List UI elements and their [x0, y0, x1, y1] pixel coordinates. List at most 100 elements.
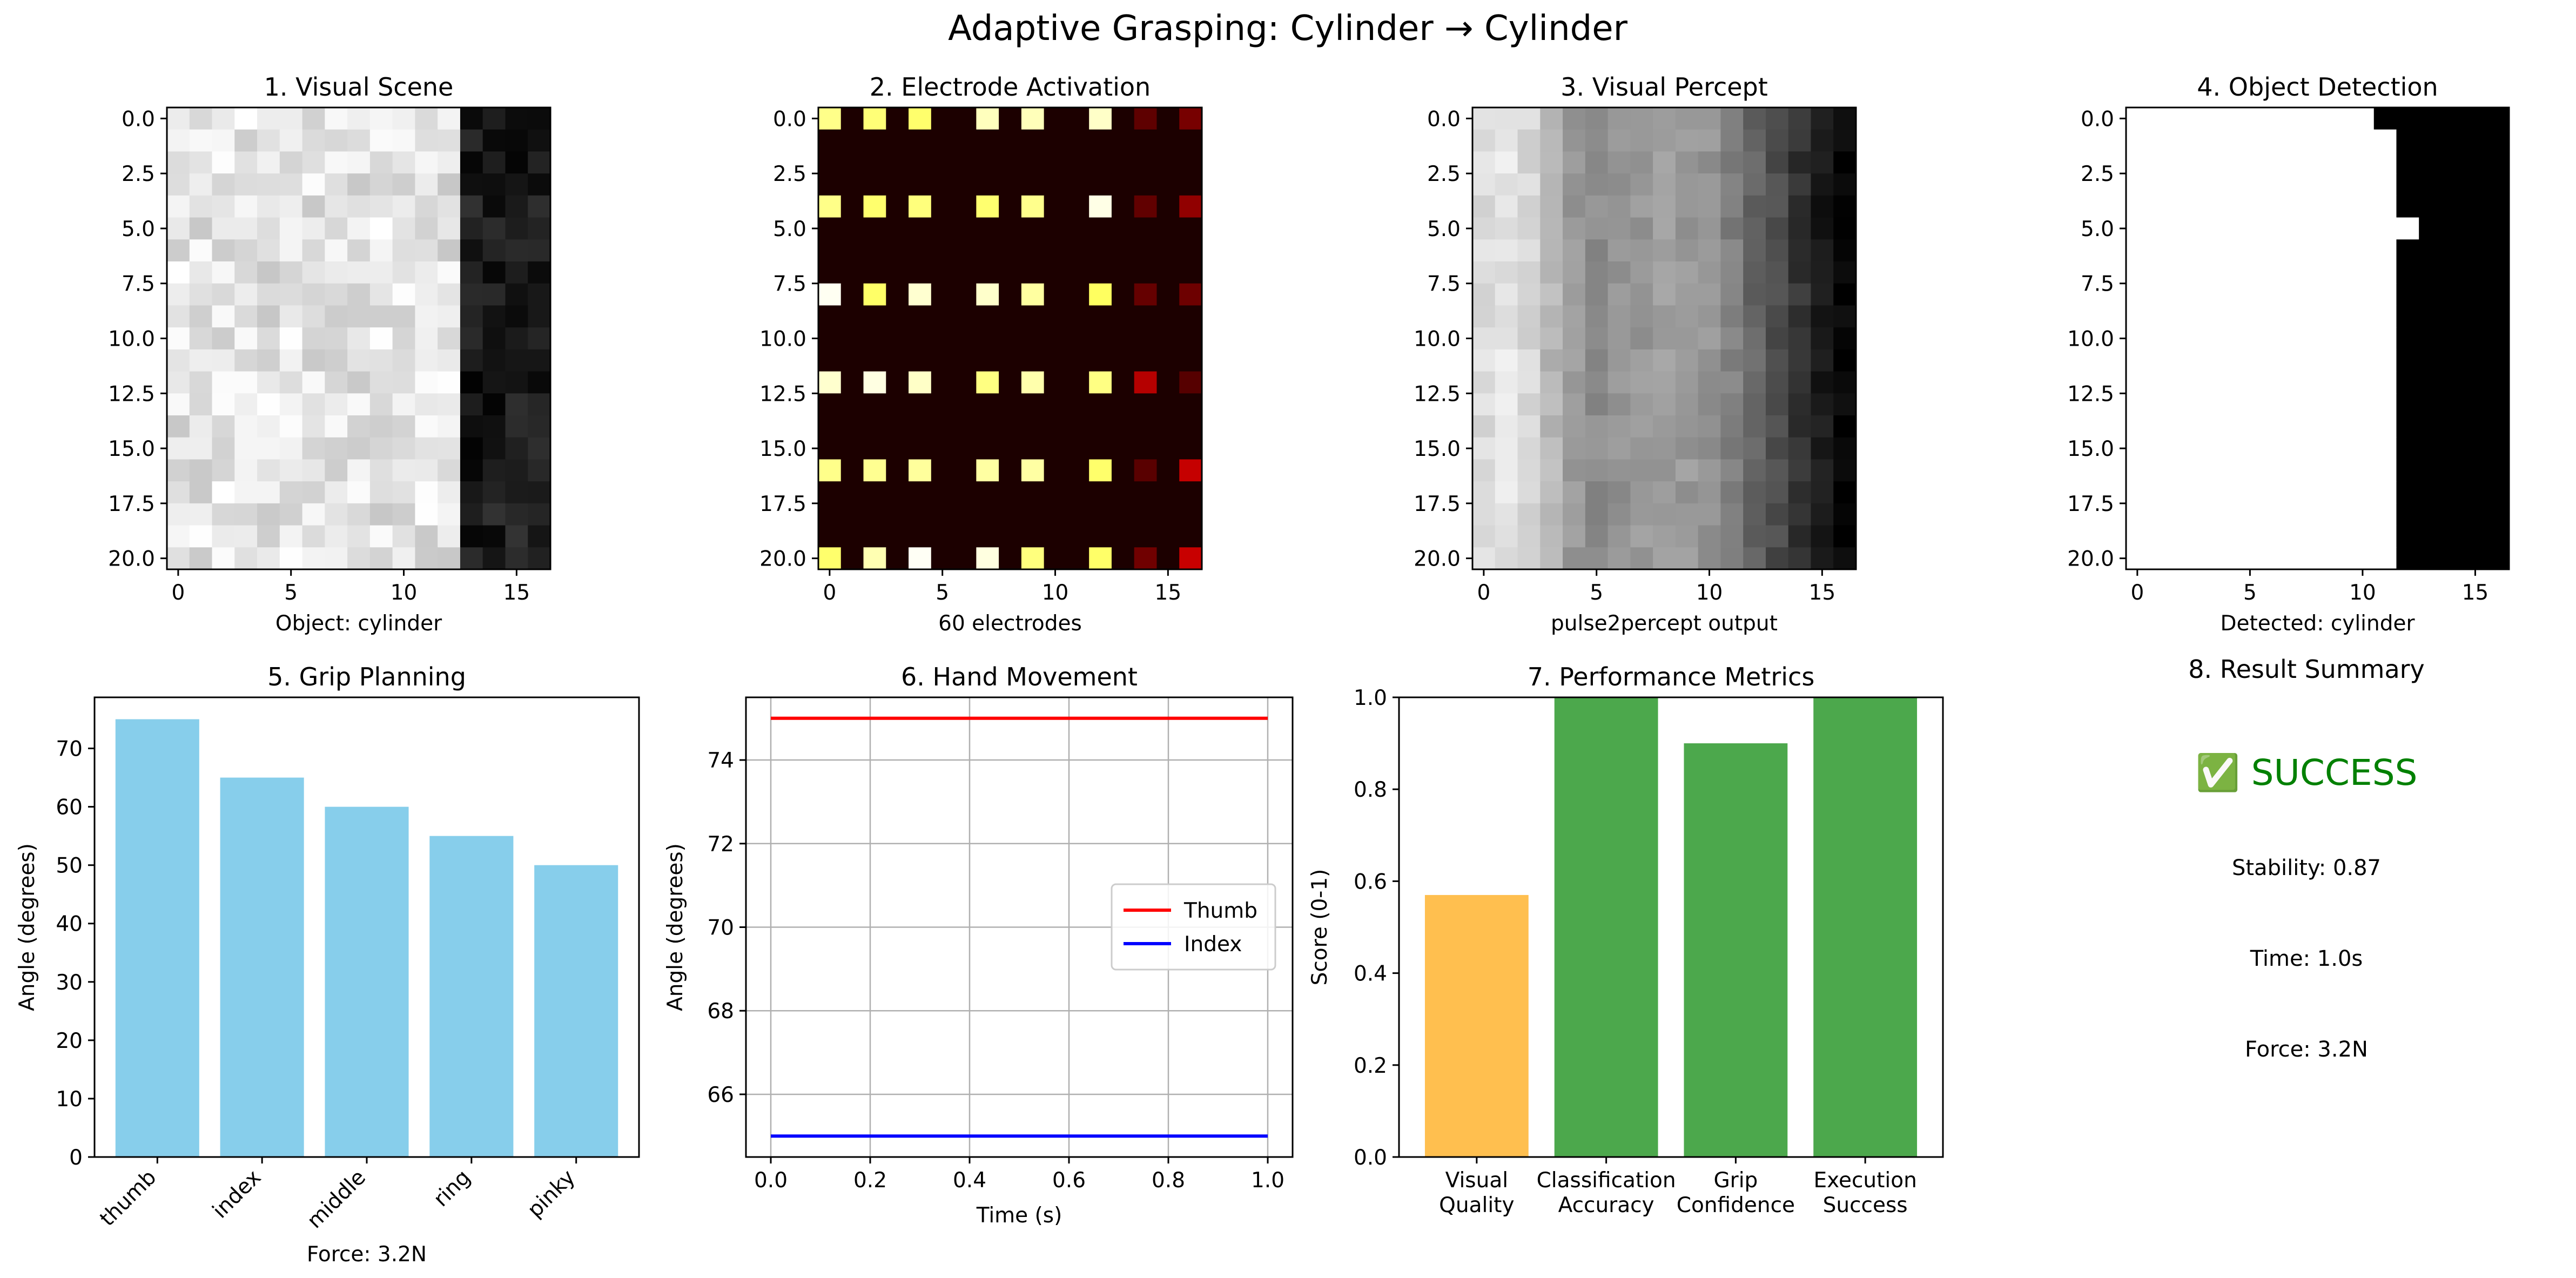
heatmap-cell [1021, 371, 1045, 394]
heatmap-cell [1089, 151, 1112, 174]
heatmap-cell [840, 437, 864, 460]
heatmap-cell [369, 239, 393, 262]
heatmap-cell [863, 195, 886, 218]
heatmap-cell [1517, 173, 1541, 196]
heatmap-cell [1066, 371, 1089, 394]
heatmap-cell [1111, 261, 1135, 284]
heatmap-cell [234, 173, 258, 196]
heatmap-cell [931, 459, 954, 482]
y-tick-label: 0.0 [773, 107, 806, 131]
heatmap-cell [438, 283, 461, 306]
heatmap-cell [234, 107, 258, 130]
heatmap-cell [1472, 437, 1496, 460]
heatmap-cell [302, 393, 325, 416]
heatmap-cell [528, 415, 551, 438]
x-axis-label: Force: 3.2N [307, 1242, 427, 1267]
heatmap-cell [999, 173, 1022, 196]
heatmap-cell [1608, 305, 1631, 328]
y-tick-label: 12.5 [759, 382, 806, 406]
heatmap-cell [212, 151, 235, 174]
heatmap-cell [392, 525, 416, 548]
heatmap-cell [1066, 107, 1089, 130]
heatmap-cell [1765, 393, 1789, 416]
heatmap-cell [505, 525, 528, 548]
heatmap-cell [2329, 415, 2352, 438]
heatmap-cell [438, 261, 461, 284]
heatmap-cell [2261, 327, 2284, 350]
heatmap-cell [1585, 415, 1609, 438]
heatmap-cell [1653, 349, 1676, 372]
heatmap-cell [279, 217, 303, 240]
heatmap-cell [976, 503, 999, 526]
heatmap-cell [212, 371, 235, 394]
heatmap-cell [886, 283, 909, 306]
heatmap-cell [2261, 393, 2284, 416]
heatmap-cell [2194, 195, 2217, 218]
heatmap-cell [1089, 525, 1112, 548]
heatmap-cell [1179, 327, 1202, 350]
heatmap-cell [1743, 261, 1766, 284]
heatmap-cell [1698, 217, 1721, 240]
heatmap-cell [438, 239, 461, 262]
heatmap-cell [1089, 503, 1112, 526]
heatmap-cell [1833, 371, 1857, 394]
heatmap-cell [2373, 107, 2397, 130]
heatmap-cell [1563, 349, 1586, 372]
heatmap-cell [279, 173, 303, 196]
heatmap-cell [2419, 107, 2442, 130]
heatmap-cell [1495, 217, 1518, 240]
heatmap-cell [1608, 503, 1631, 526]
heatmap-cell [438, 305, 461, 328]
heatmap-cell [1811, 305, 1834, 328]
heatmap-cell [1788, 371, 1812, 394]
heatmap-cell [909, 283, 932, 306]
heatmap-cell [2396, 217, 2419, 240]
heatmap-cell [2171, 239, 2194, 262]
heatmap-cell [1698, 349, 1721, 372]
heatmap-cell [1517, 371, 1541, 394]
heatmap-cell [482, 437, 506, 460]
heatmap-cell [1653, 129, 1676, 152]
heatmap-cell [2283, 283, 2307, 306]
heatmap-cell [1563, 217, 1586, 240]
heatmap-cell [2329, 503, 2352, 526]
heatmap-cell [1472, 349, 1496, 372]
heatmap-cell [2441, 261, 2465, 284]
heatmap-cell [347, 393, 371, 416]
heatmap-cell [279, 151, 303, 174]
heatmap-cell [1517, 305, 1541, 328]
heatmap-cell [325, 415, 348, 438]
heatmap-cell [1517, 525, 1541, 548]
heatmap-cell [415, 349, 438, 372]
heatmap-cell [931, 239, 954, 262]
heatmap-cell [1156, 239, 1180, 262]
heatmap-cell [2238, 349, 2262, 372]
heatmap-cell [2306, 503, 2329, 526]
y-tick-label: 66 [707, 1083, 734, 1107]
heatmap-cell [2464, 129, 2487, 152]
heatmap-cell [1811, 415, 1834, 438]
heatmap-cell [460, 525, 483, 548]
heatmap-cell [2194, 481, 2217, 504]
heatmap-cell [2486, 195, 2510, 218]
heatmap-cell [1021, 283, 1045, 306]
y-tick-label: 20.0 [1414, 547, 1461, 571]
heatmap-cell [1111, 459, 1135, 482]
heatmap-cell [482, 503, 506, 526]
heatmap-cell [1743, 525, 1766, 548]
heatmap-cell [505, 173, 528, 196]
y-tick-label: 17.5 [759, 492, 806, 516]
heatmap-cell [886, 393, 909, 416]
heatmap-cell [2171, 503, 2194, 526]
heatmap-cell [2419, 349, 2442, 372]
heatmap-cell [528, 195, 551, 218]
heatmap-cell [212, 349, 235, 372]
heatmap-cell [1517, 107, 1541, 130]
heatmap-cell [1653, 261, 1676, 284]
heatmap-cell [863, 107, 886, 130]
heatmap-cell [1833, 459, 1857, 482]
heatmap-cell [976, 107, 999, 130]
heatmap-cell [1111, 217, 1135, 240]
heatmap-cell [2373, 305, 2397, 328]
heatmap-cell [953, 107, 977, 130]
